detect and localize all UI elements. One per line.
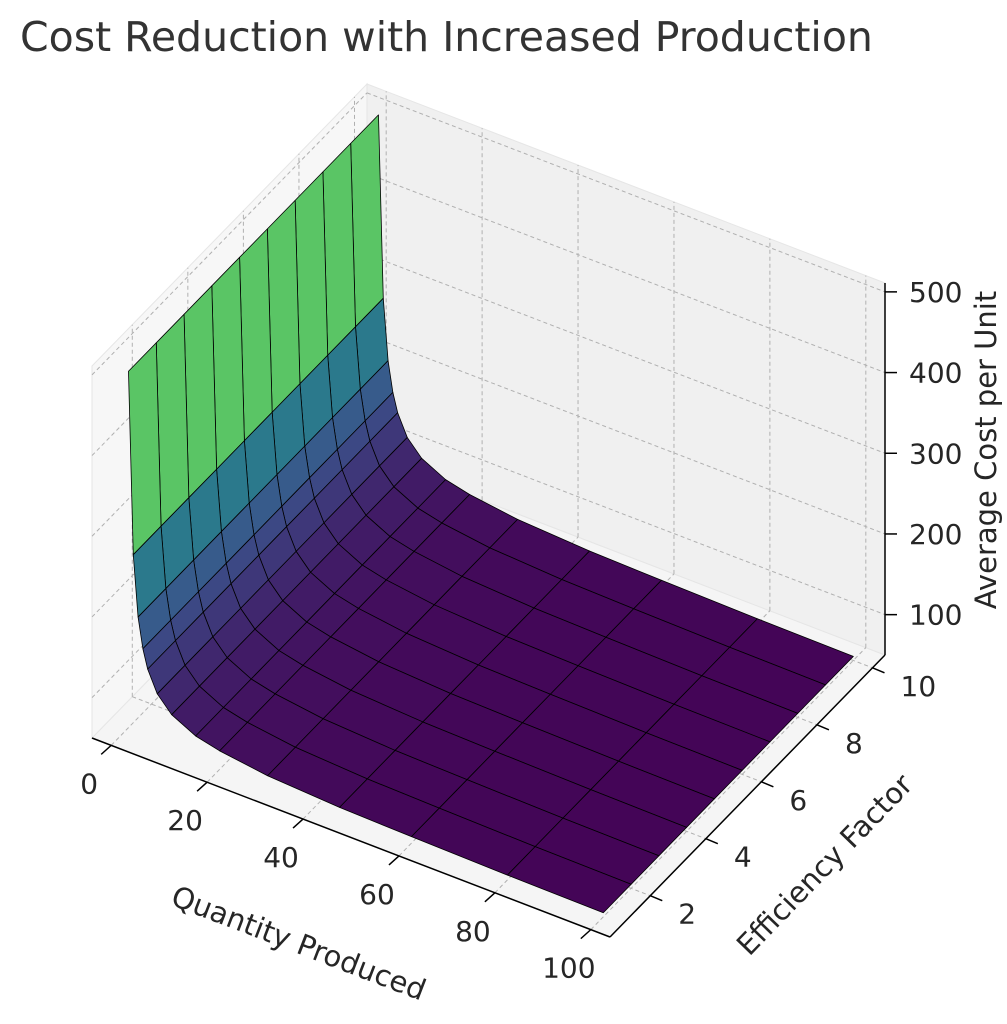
tick-mark xyxy=(649,895,663,902)
tick-label: 2 xyxy=(678,898,696,931)
grid-line xyxy=(366,173,886,374)
y-axis-label: Efficiency Factor xyxy=(730,767,920,962)
y-axis-line xyxy=(609,654,886,938)
grid-line xyxy=(366,92,886,293)
x-axis-line xyxy=(91,737,611,938)
tick-label: 10 xyxy=(901,670,937,703)
tick-mark xyxy=(872,667,885,674)
z-axis-label: Average Cost per Unit xyxy=(969,291,1003,609)
tick-mark xyxy=(484,892,496,903)
surface-face xyxy=(211,256,245,470)
chart-title: Cost Reduction with Increased Production xyxy=(20,13,873,61)
tick-label: 4 xyxy=(734,841,752,874)
tick-mark xyxy=(100,744,112,755)
tick-label: 0 xyxy=(80,767,98,800)
surface xyxy=(128,114,854,914)
grid-line xyxy=(366,253,886,454)
surface-face xyxy=(239,228,273,442)
tick-label: 200 xyxy=(909,518,962,551)
surface-face xyxy=(350,114,384,328)
tick-mark xyxy=(761,781,774,788)
grid-line xyxy=(366,334,886,535)
grid-line xyxy=(590,647,867,930)
tick-mark xyxy=(292,818,304,829)
tick-label: 300 xyxy=(909,437,962,470)
surface-face xyxy=(322,142,356,356)
tick-mark xyxy=(705,838,719,845)
surface-face xyxy=(155,313,190,527)
surface-face xyxy=(506,846,632,914)
tick-label: 20 xyxy=(167,804,203,837)
tick-mark xyxy=(816,724,830,731)
tick-mark xyxy=(580,929,592,940)
tick-label: 60 xyxy=(359,878,395,911)
grid-line xyxy=(366,415,886,616)
surface-face xyxy=(266,199,301,413)
tick-label: 400 xyxy=(909,357,962,390)
tick-label: 8 xyxy=(845,727,863,760)
tick-label: 40 xyxy=(263,841,299,874)
tick-label: 80 xyxy=(455,915,491,948)
tick-label: 500 xyxy=(909,276,962,309)
surface-face xyxy=(128,342,162,556)
surface-face xyxy=(294,171,329,385)
grid-line xyxy=(91,92,368,376)
surface-face xyxy=(183,285,218,499)
tick-label: 6 xyxy=(789,784,807,817)
tick-mark xyxy=(196,781,208,792)
tick-label: 100 xyxy=(909,599,962,632)
tick-label: 100 xyxy=(542,952,595,985)
tick-mark xyxy=(388,855,400,866)
